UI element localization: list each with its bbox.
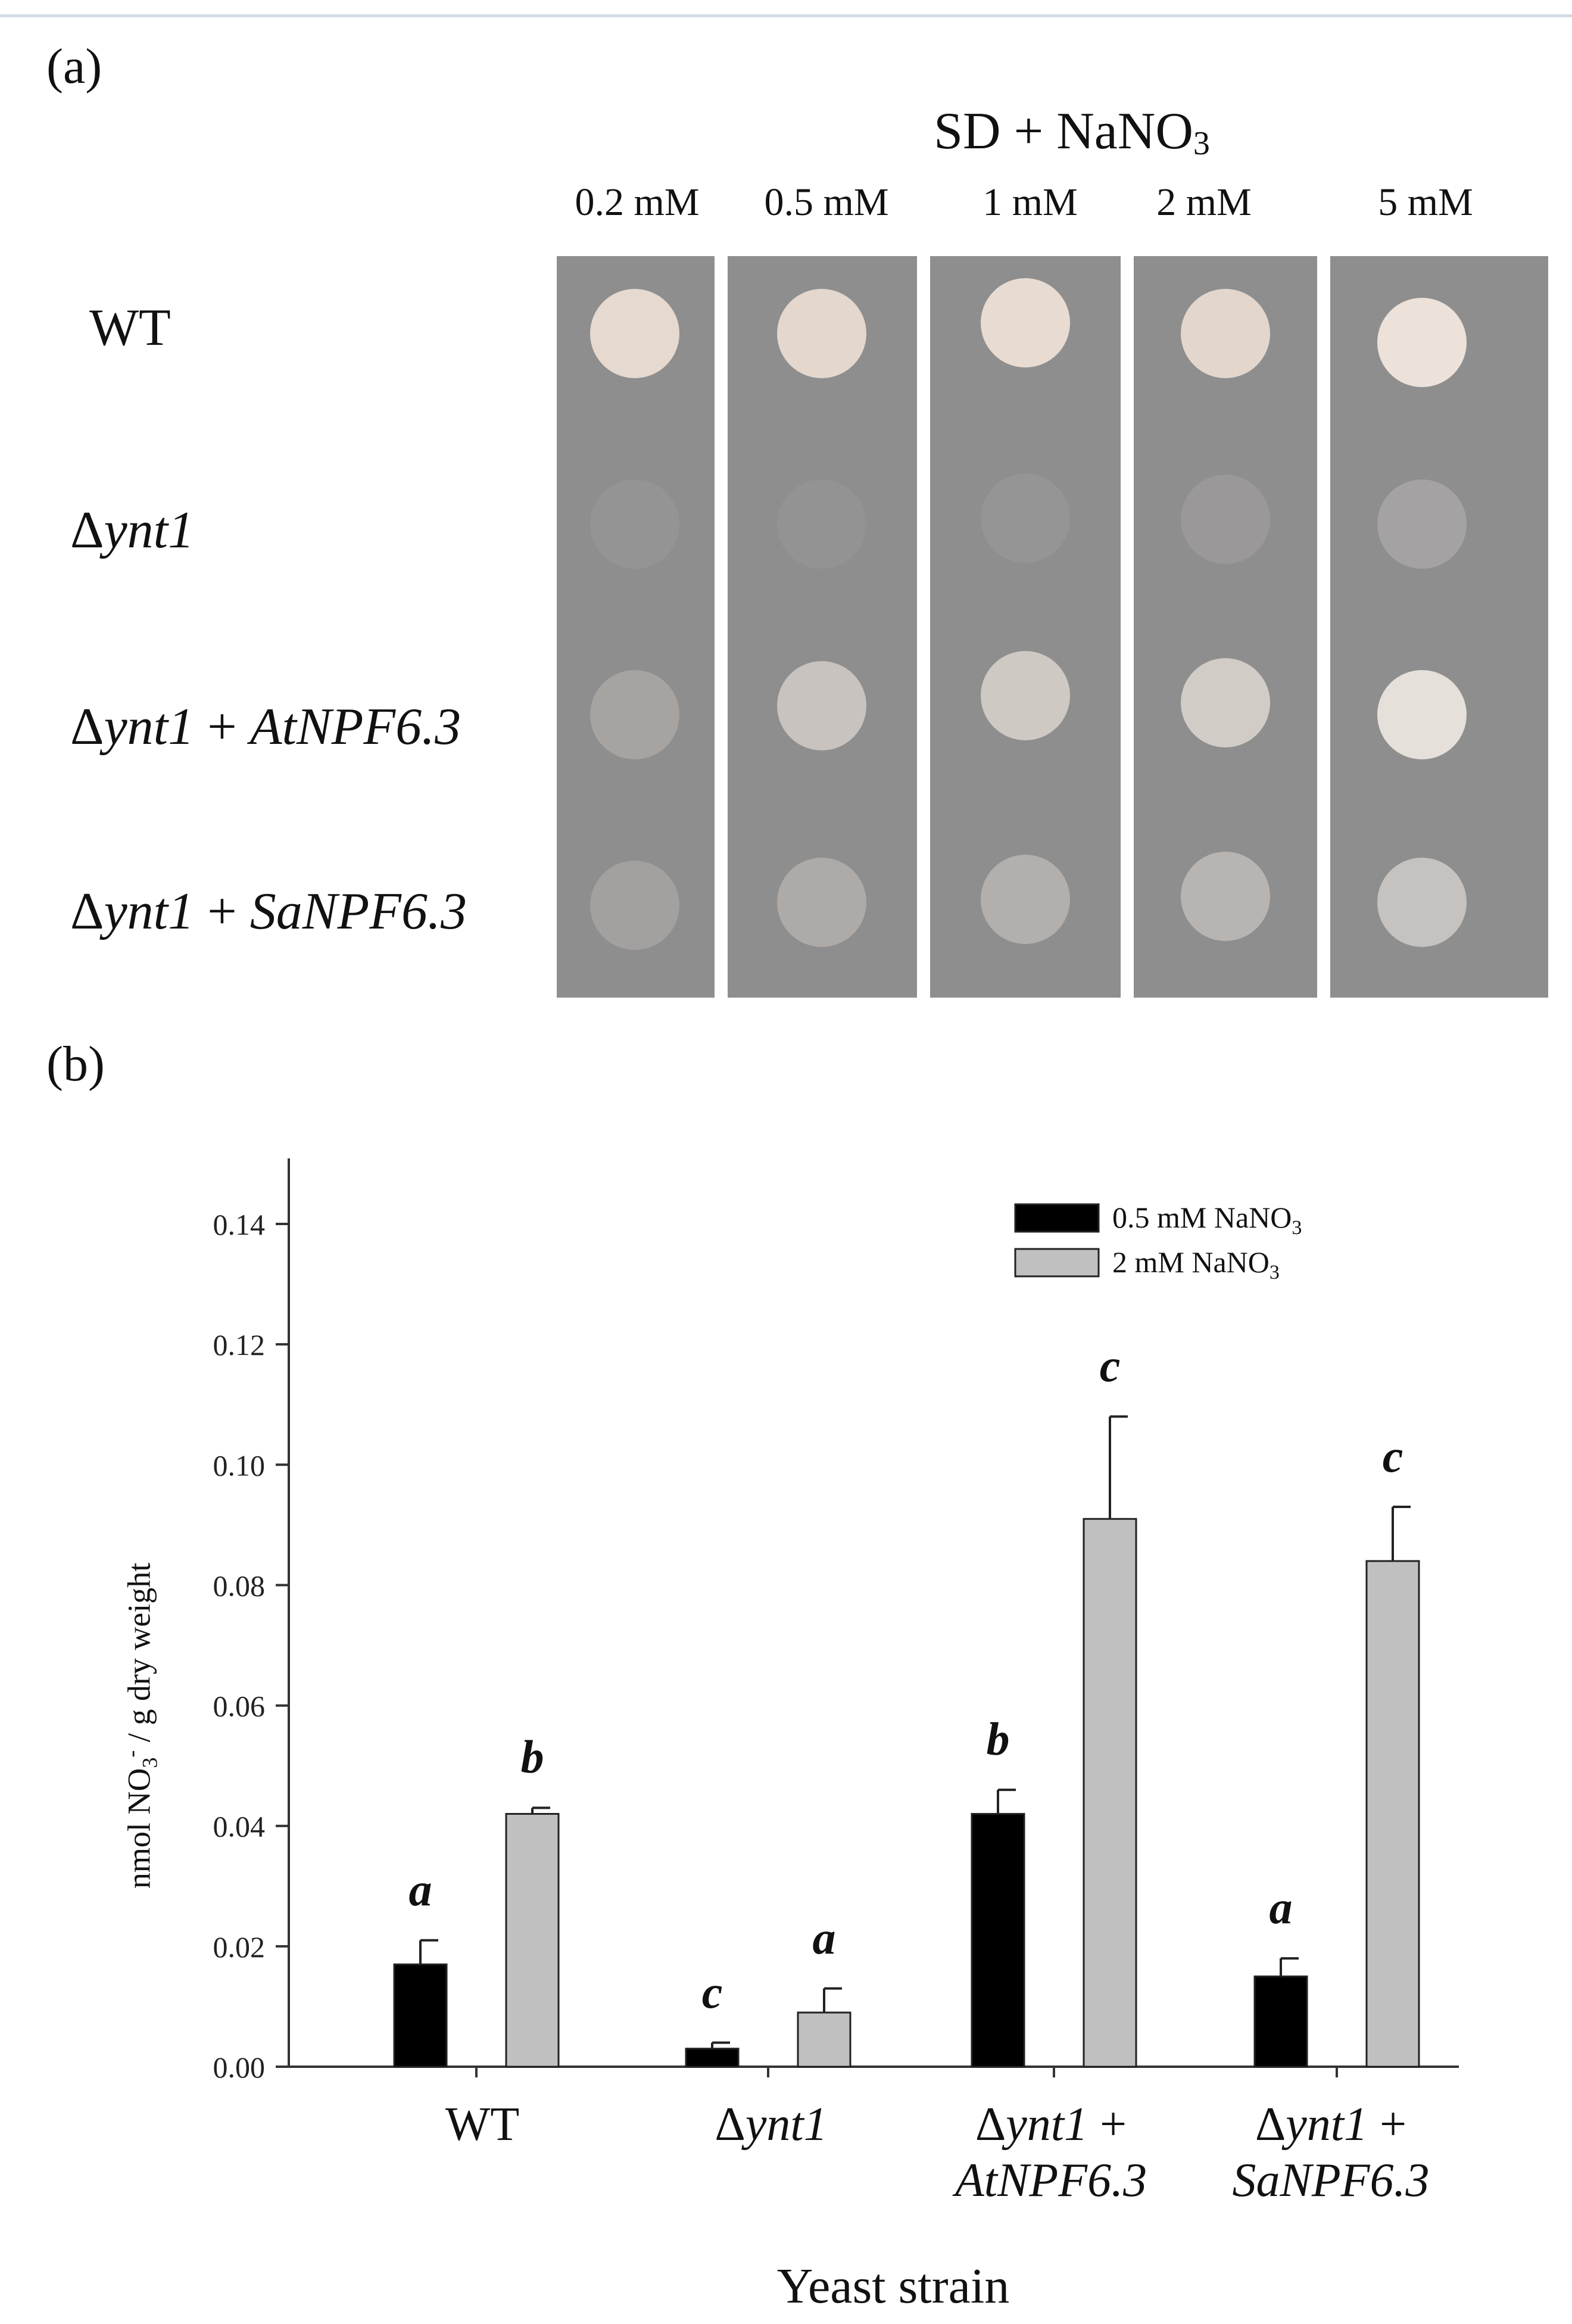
sig-letter-s1-c2: c: [1099, 1339, 1121, 1392]
strain-label-ynt1: Δynt1: [70, 501, 195, 559]
y-tick-label-4: 0.08: [213, 1569, 266, 1602]
colony-wt-4: [1377, 298, 1467, 387]
chart-y-ticks: 0.00 0.02 0.04 0.06 0.08 0.10 0.12 0.14: [213, 1208, 1338, 2084]
colony-sanpf-4: [1377, 858, 1467, 947]
colony-sanpf-2: [981, 855, 1070, 944]
colony-wt-1: [777, 289, 866, 378]
legend-swatch-1: [1014, 1248, 1100, 1278]
conc-label-1: 0.5 mM: [764, 180, 889, 224]
sig-letter-s0-c1: c: [701, 1965, 723, 2018]
colony-ynt1-4: [1377, 479, 1467, 569]
colony-ynt1-3: [1181, 475, 1270, 564]
colony-sanpf-0: [590, 861, 679, 950]
y-tick-label-2: 0.04: [213, 1810, 266, 1843]
x-category-label-0: WT: [445, 2098, 520, 2151]
colony-atnpf-3: [1181, 658, 1270, 747]
y-tick-label-7: 0.14: [213, 1208, 266, 1241]
bar-s0-c3: [1253, 1975, 1308, 2068]
colony-ynt1-1: [777, 479, 866, 569]
sig-letter-s0-c0: a: [408, 1863, 432, 1915]
strain-label-wt: WT: [89, 299, 171, 357]
y-tick-label-6: 0.12: [213, 1328, 266, 1362]
bar-s1-c3: [1365, 1560, 1420, 2068]
sig-letter-s0-c3: a: [1269, 1881, 1293, 1934]
colony-wt-0: [590, 289, 679, 378]
conc-label-0: 0.2 mM: [575, 180, 700, 224]
x-category-label-1: Δynt1: [715, 2098, 828, 2151]
strain-label-sanpf: Δynt1 + SaNPF6.3: [70, 883, 467, 940]
colony-atnpf-0: [590, 670, 679, 759]
colony-atnpf-1: [777, 661, 866, 750]
x-category-label-3: Δynt1 + SaNPF6.3: [1232, 2098, 1430, 2207]
bar-s1-c1: [797, 2011, 852, 2068]
top-rule: [0, 14, 1572, 17]
x-category-label-2: Δynt1 + AtNPF6.3: [955, 2098, 1147, 2207]
plate-divider-2: [917, 256, 930, 998]
colony-atnpf-2: [981, 651, 1070, 740]
bar-s1-c2: [1083, 1518, 1137, 2068]
conc-label-4: 5 mM: [1378, 180, 1473, 224]
plate-divider-3: [1121, 256, 1134, 998]
legend-swatch-0: [1014, 1203, 1100, 1233]
bar-s0-c0: [393, 1963, 448, 2068]
colony-sanpf-3: [1181, 852, 1270, 941]
plate-divider-1: [715, 256, 728, 998]
chart-error-bars: [419, 1415, 1411, 2049]
legend-swatches: [1014, 1203, 1100, 1278]
conc-label-3: 2 mM: [1156, 180, 1252, 224]
y-tick-label-5: 0.10: [213, 1448, 266, 1482]
sig-letter-s0-c2: b: [986, 1713, 1010, 1765]
y-tick-label-0: 0.00: [213, 2051, 266, 2084]
strain-label-atnpf: Δynt1 + AtNPF6.3: [70, 698, 461, 756]
y-tick-label-3: 0.06: [213, 1690, 266, 1723]
panel-a-label: (a): [46, 39, 102, 94]
sig-letter-s1-c0: b: [520, 1731, 544, 1783]
colony-ynt1-0: [590, 479, 679, 569]
sig-letter-s1-c3: c: [1382, 1430, 1403, 1482]
y-tick-label-1: 0.02: [213, 1930, 266, 1964]
legend-label-1: 2 mM NaNO3: [1112, 1245, 1280, 1284]
colony-atnpf-4: [1377, 670, 1467, 759]
panel-b-label: (b): [46, 1036, 105, 1092]
colony-sanpf-1: [777, 858, 866, 947]
bar-s0-c2: [971, 1813, 1025, 2068]
bar-s0-c1: [685, 2048, 740, 2068]
colony-wt-2: [981, 278, 1070, 367]
legend-label-0: 0.5 mM NaNO3: [1112, 1201, 1302, 1239]
colony-ynt1-2: [981, 473, 1070, 563]
condition-title: SD + NaNO3: [934, 102, 1210, 162]
y-axis-title: nmol NO3- / g dry weight: [119, 1562, 162, 1889]
x-axis-title: Yeast strain: [776, 2258, 1010, 2314]
chart-bars: [393, 1518, 1420, 2068]
sig-letter-s1-c1: a: [812, 1911, 836, 1964]
bar-s1-c0: [505, 1813, 560, 2068]
colony-wt-3: [1181, 289, 1270, 378]
conc-label-2: 1 mM: [982, 180, 1078, 224]
plate-divider-4: [1317, 256, 1330, 998]
